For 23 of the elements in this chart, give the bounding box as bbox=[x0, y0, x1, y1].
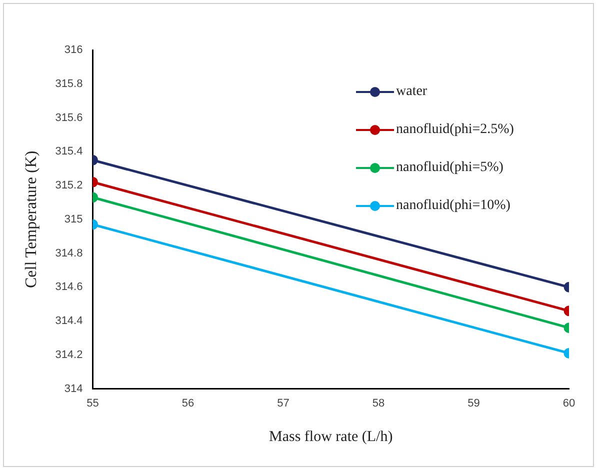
y-tick-label: 314.4 bbox=[55, 315, 83, 328]
x-tick-label: 58 bbox=[372, 397, 385, 410]
y-axis-title: Cell Temperature (K) bbox=[22, 150, 40, 288]
legend-label: water bbox=[396, 84, 428, 100]
legend-label: nanofluid(phi=5%) bbox=[396, 160, 504, 176]
y-tick-label: 315.6 bbox=[55, 112, 83, 124]
y-tick-label: 315.8 bbox=[55, 78, 83, 90]
legend-label: nanofluid(phi=2.5%) bbox=[396, 122, 514, 138]
x-tick-label: 55 bbox=[86, 397, 99, 410]
y-tick-label: 314 bbox=[64, 382, 83, 395]
x-axis-title: Mass flow rate (L/h) bbox=[269, 428, 393, 445]
legend-label: nanofluid(phi=10%) bbox=[396, 198, 510, 214]
x-tick-label: 60 bbox=[562, 397, 576, 410]
y-tick-label: 314.2 bbox=[55, 348, 83, 361]
y-tick-label: 315.2 bbox=[55, 180, 83, 192]
x-tick-label: 59 bbox=[468, 397, 480, 410]
y-tick-label: 315.4 bbox=[55, 146, 83, 158]
x-tick-label: 56 bbox=[182, 397, 194, 410]
y-tick-label: 314.8 bbox=[55, 247, 83, 260]
y-tick-label: 314.6 bbox=[55, 281, 83, 294]
x-tick-label: 57 bbox=[277, 397, 290, 410]
y-tick-label: 315 bbox=[64, 213, 83, 226]
y-tick-label: 316 bbox=[64, 44, 83, 56]
